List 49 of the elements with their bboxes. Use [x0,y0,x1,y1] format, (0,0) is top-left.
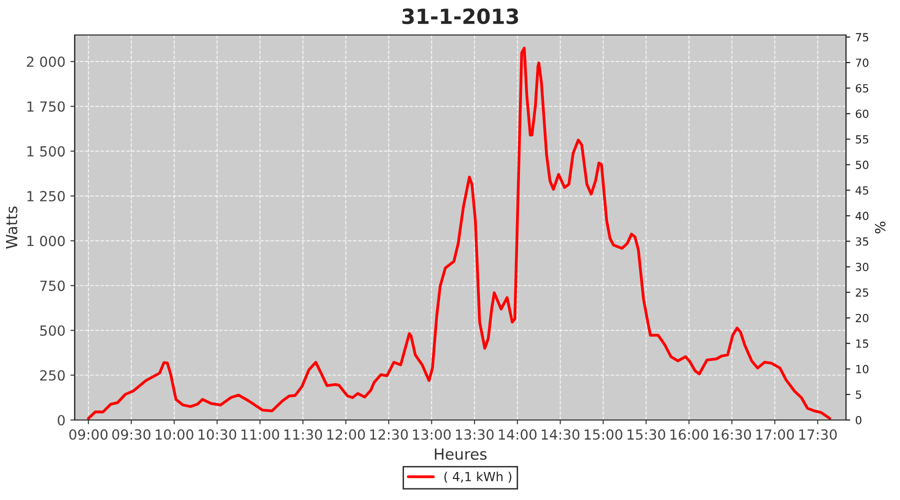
y2-tick-label: 35 [856,237,868,246]
x-axis-title: Heures [434,448,487,460]
y2-tick-label: 70 [856,58,868,67]
y2-tick-label: 60 [856,110,868,118]
x-tick-label: 15:00 [584,429,622,440]
y2-tick-label: 25 [856,288,868,297]
x-tick-label: 10:30 [198,429,236,440]
y-tick-label: 1 250 [27,190,65,202]
x-tick-label: 17:00 [756,429,794,440]
y2-tick-label: 5 [856,390,862,399]
y-tick-label: 1 750 [27,101,65,112]
y-tick-label: 250 [40,370,65,381]
y2-tick-label: 75 [856,33,868,42]
y-tick-label: 2 000 [26,56,65,67]
x-tick-label: 14:30 [542,429,580,440]
x-tick-label: 13:30 [456,429,494,440]
y-tick-label: 1 500 [27,146,65,157]
y2-tick-label: 45 [856,186,868,195]
y-tick-label: 0 [58,414,65,426]
x-tick-label: 11:30 [284,429,322,440]
line-series [87,46,832,420]
x-tick-label: 11:00 [242,429,280,440]
y2-tick-label: 10 [856,364,868,374]
x-tick-label: 13:00 [413,429,451,440]
y2-tick-label: 40 [856,212,868,220]
y2-tick-label: 15 [856,340,868,348]
y-axis-title: Watts [6,206,18,249]
y-tick-label: 750 [40,280,65,292]
chart-title: 31-1-2013 [402,8,518,24]
y2-tick-label: 20 [856,314,868,322]
y2-tick-label: 30 [856,262,868,272]
x-tick-label: 12:00 [327,429,365,440]
legend-label: ( 4,1 kWh ) [444,472,512,483]
x-tick-label: 14:00 [498,429,536,440]
x-tick-label: 10:00 [156,429,194,440]
y2-tick-label: 50 [856,160,868,170]
x-tick-label: 16:30 [713,429,751,440]
y-tick-label: 1 000 [27,236,65,246]
x-tick-label: 09:30 [112,429,150,440]
y2-axis-title: % [874,222,886,234]
y2-tick-label: 55 [856,135,868,144]
x-tick-label: 12:30 [370,429,408,440]
x-tick-label: 17:30 [799,429,837,440]
y2-tick-label: 0 [856,416,862,424]
x-tick-label: 09:00 [69,429,108,440]
y-tick-label: 500 [40,325,65,336]
x-tick-label: 15:30 [628,429,666,440]
y2-tick-label: 65 [856,84,868,92]
x-tick-label: 16:00 [670,429,708,440]
